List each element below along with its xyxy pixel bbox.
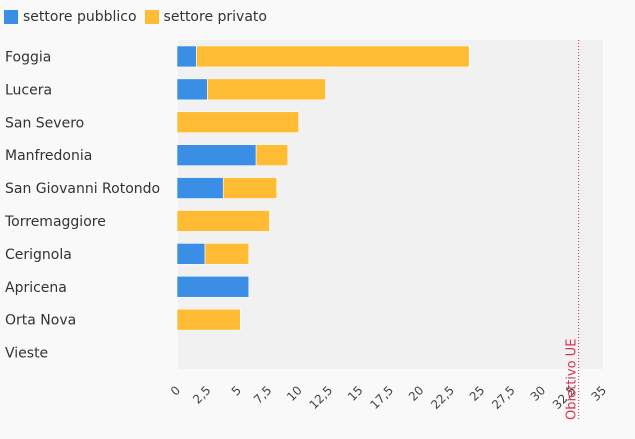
bar-private[interactable]	[204, 243, 250, 265]
bar-public[interactable]	[176, 45, 197, 68]
x-tick-label: 25	[467, 383, 488, 404]
x-tick-label: 12,5	[306, 383, 335, 412]
x-tick-label: 15	[345, 383, 366, 404]
legend-label-private: settore privato	[163, 9, 267, 25]
legend-item-public[interactable]: settore pubblico	[4, 9, 137, 25]
legend: settore pubblico settore privato	[4, 9, 275, 25]
bar-public[interactable]	[176, 177, 224, 199]
legend-swatch-private	[144, 10, 159, 24]
x-tick-label: 7,5	[251, 383, 274, 406]
category-label: Torremaggiore	[4, 214, 106, 230]
bar-private[interactable]	[196, 45, 470, 68]
x-tick-label: 22,5	[428, 383, 457, 412]
bar-private[interactable]	[176, 210, 270, 232]
category-label: Cerignola	[5, 247, 72, 263]
x-tick-label: 0	[168, 383, 183, 398]
category-label: Foggia	[5, 49, 51, 65]
bar-private[interactable]	[176, 111, 300, 134]
bar-public[interactable]	[176, 144, 257, 166]
category-label: Manfredonia	[5, 148, 92, 164]
x-tick-label: 17,5	[367, 383, 396, 412]
bar-public[interactable]	[176, 275, 250, 298]
x-tick-label: 5	[229, 383, 244, 398]
bar-public[interactable]	[176, 243, 206, 265]
category-label: San Severo	[5, 115, 84, 131]
category-label: Vieste	[5, 346, 48, 362]
x-tick-label: 2,5	[190, 383, 213, 406]
category-label: Apricena	[5, 280, 67, 296]
x-tick-label: 10	[284, 383, 305, 404]
x-tick-label: 27,5	[489, 383, 518, 412]
category-label: Lucera	[5, 82, 52, 98]
bar-private[interactable]	[255, 144, 289, 166]
target-label: Obiettivo UE	[565, 339, 580, 420]
bar-private[interactable]	[207, 78, 326, 101]
bar-public[interactable]	[176, 78, 208, 101]
legend-label-public: settore pubblico	[23, 9, 137, 25]
x-tick-label: 30	[528, 383, 549, 404]
bar-private[interactable]	[222, 177, 278, 199]
bar-private[interactable]	[176, 308, 241, 331]
x-tick-label: 35	[588, 383, 609, 404]
legend-swatch-public	[4, 10, 18, 24]
category-label: Orta Nova	[5, 313, 76, 329]
legend-item-private[interactable]: settore privato	[144, 9, 267, 25]
x-tick-label: 20	[406, 383, 427, 404]
category-label: San Giovanni Rotondo	[5, 181, 160, 197]
